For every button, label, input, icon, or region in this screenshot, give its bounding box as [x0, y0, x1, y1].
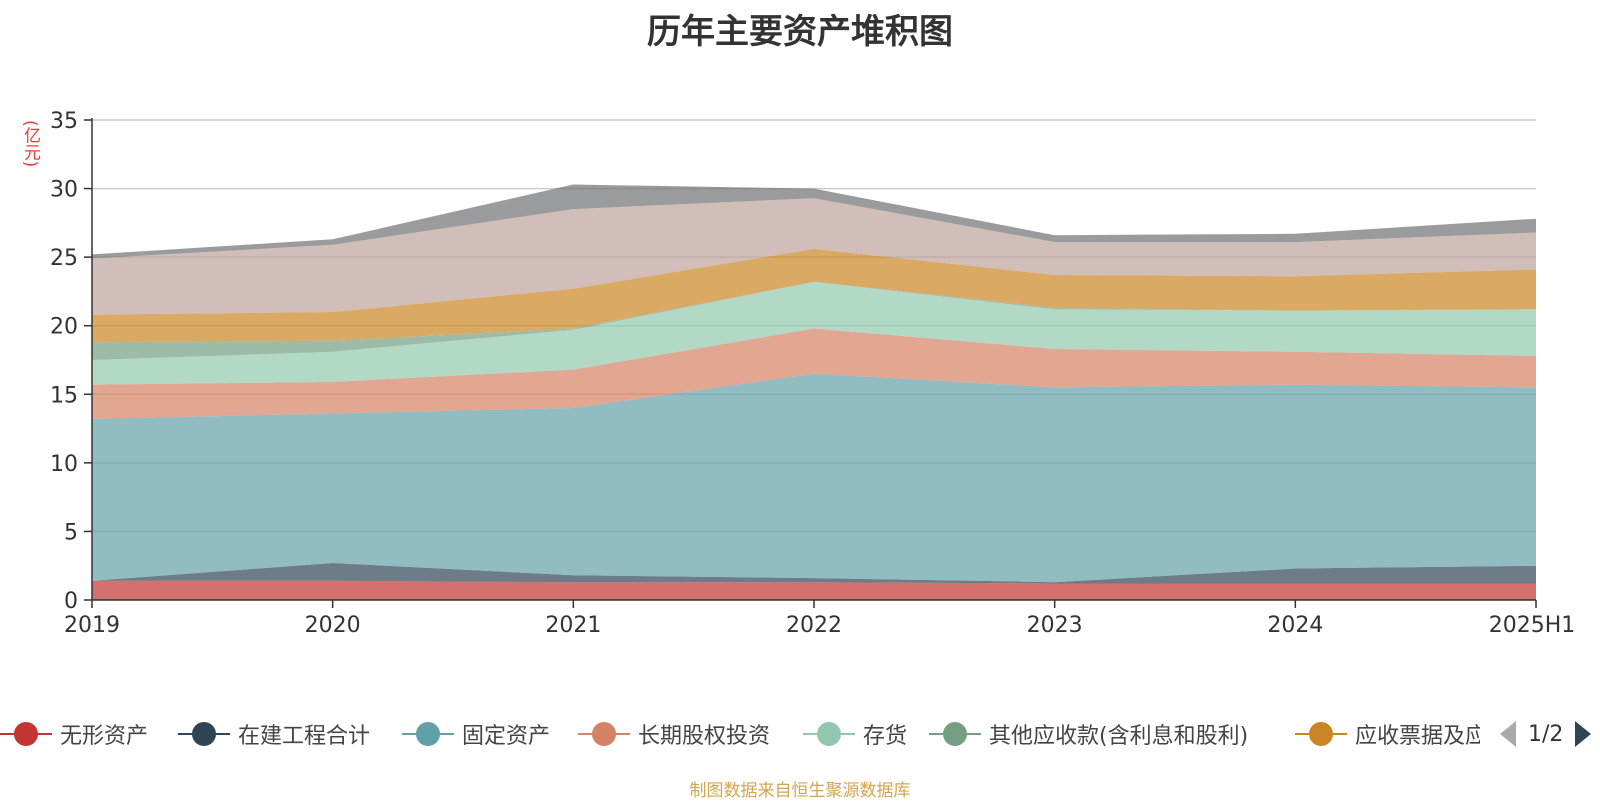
area-series-6 [92, 281, 1536, 360]
legend-label: 无形资产 [60, 724, 149, 749]
legend-item[interactable]: 应收票据及应收账款 [1295, 716, 1480, 752]
legend-label: 其他应收款(含利息和股利) [989, 724, 1249, 749]
area-series-5 [92, 281, 1536, 385]
y-axis-unit-label: (亿元) [20, 120, 40, 168]
legend-label: 在建工程合计 [238, 724, 371, 749]
y-tick-label: 25 [50, 246, 78, 271]
legend-marker-icon [1295, 719, 1347, 749]
y-tick-label: 10 [50, 452, 78, 477]
legend-item[interactable]: 其他应收款(含利息和股利) [929, 716, 1248, 752]
y-tick-label: 20 [50, 315, 78, 340]
data-source-note: 制图数据来自恒生聚源数据库 [689, 781, 911, 801]
legend-marker-icon [178, 719, 230, 749]
x-tick-label: 2023 [1027, 613, 1083, 638]
legend-label: 长期股权投资 [638, 724, 771, 749]
x-tick-label: 2019 [64, 613, 120, 638]
legend-item[interactable]: 固定资产 [402, 716, 550, 752]
x-tick-label: 2025H1 [1489, 613, 1576, 638]
legend-marker-icon [0, 719, 52, 749]
x-tick-label: 2021 [545, 613, 601, 638]
legend-marker-icon [402, 719, 454, 749]
legend-marker-icon [929, 719, 981, 749]
legend-items: 无形资产 在建工程合计 固定资产 长期股权投资 存货 其他应收款(含利息和股利) 应收票据及… [0, 716, 1480, 752]
legend-page-indicator: 1/2 [1528, 721, 1564, 747]
chart-title: 历年主要资产堆积图 [647, 12, 953, 52]
area-series [92, 184, 1536, 600]
y-tick-label: 5 [64, 520, 78, 545]
y-tick-label: 0 [64, 589, 78, 614]
area-series-2 [92, 563, 1536, 584]
legend-item[interactable]: 存货 [803, 716, 907, 752]
legend-label: 应收票据及应收账款 [1355, 724, 1480, 749]
legend-label: 存货 [863, 724, 908, 749]
legend: 无形资产 在建工程合计 固定资产 长期股权投资 存货 其他应收款(含利息和股利) 应收票据及… [0, 716, 1600, 752]
area-series-1 [92, 580, 1536, 600]
legend-next-page-icon[interactable] [1575, 721, 1592, 747]
y-tick-label: 30 [50, 178, 78, 203]
legend-item[interactable]: 在建工程合计 [178, 716, 370, 752]
area-series-7 [92, 248, 1536, 343]
x-tick-label: 2020 [305, 613, 361, 638]
y-tick-label: 35 [50, 109, 78, 134]
legend-marker-icon [578, 719, 630, 749]
area-series-4 [92, 328, 1536, 419]
legend-item[interactable]: 无形资产 [0, 716, 148, 752]
legend-label: 固定资产 [462, 724, 551, 749]
legend-item[interactable]: 长期股权投资 [578, 716, 770, 752]
legend-marker-icon [803, 719, 855, 749]
x-tick-label: 2024 [1267, 613, 1323, 638]
x-tick-label: 2022 [786, 613, 842, 638]
axes: 0 5 10 15 20 25 30 35 2019 2020 2021 2022 2023 2024 20… [50, 109, 1575, 638]
legend-pager: 1/2 [1500, 716, 1592, 752]
legend-prev-page-icon[interactable] [1500, 721, 1516, 747]
area-series-8 [92, 198, 1536, 315]
area-series-9 [92, 184, 1536, 259]
area-series-3 [92, 373, 1536, 583]
y-tick-label: 15 [50, 383, 78, 408]
